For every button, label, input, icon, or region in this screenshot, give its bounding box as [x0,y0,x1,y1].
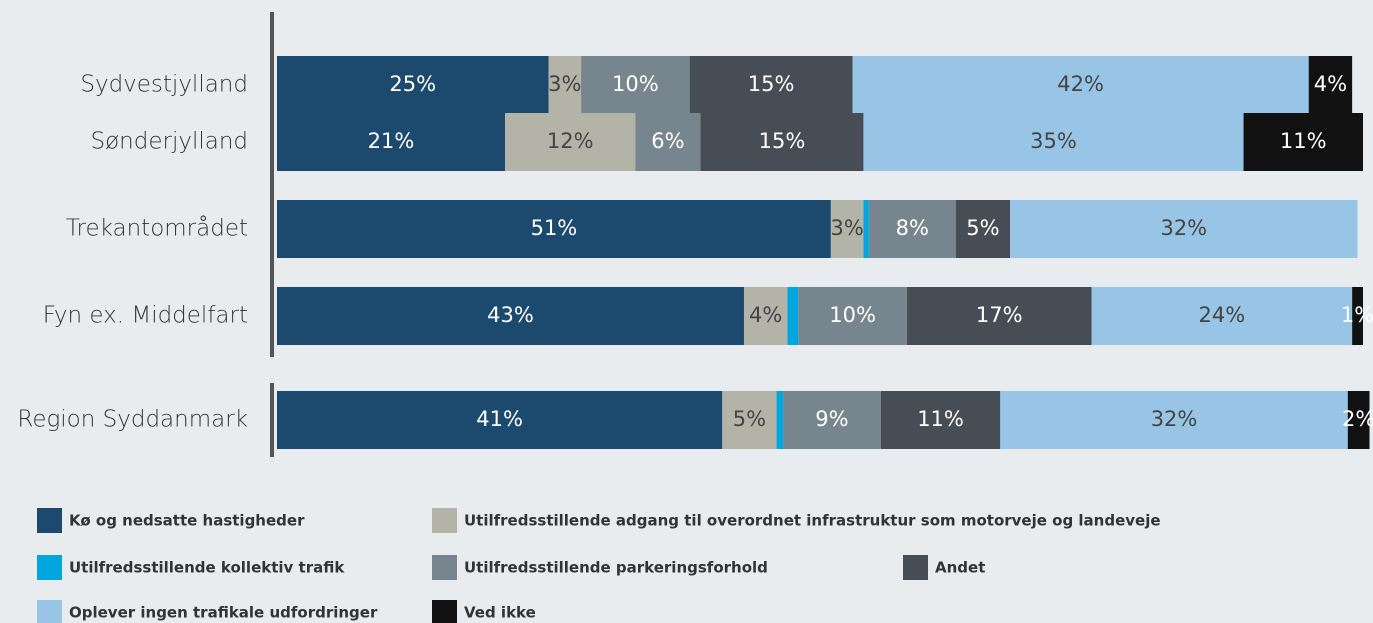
bar-segment [1308,56,1353,114]
bar-segment [863,113,1244,171]
value-label: 15% [759,129,806,153]
value-label: 4% [749,303,782,327]
bar-segment [277,200,831,258]
bar-segment [783,391,881,449]
bar-segment [548,56,582,114]
bar-segment [581,56,690,114]
value-label: 42% [1057,72,1104,96]
value-label: 25% [389,72,436,96]
value-label: 10% [612,72,659,96]
bar-segment [635,113,701,171]
value-label: 32% [1160,216,1207,240]
value-label: 32% [1151,407,1198,431]
legend-label: Utilfredsstillende parkeringsforhold [464,559,768,577]
bar-segment [722,391,777,449]
bar-segment [830,200,864,258]
legend-swatch [432,508,457,533]
legend-label: Ved ikke [464,604,536,622]
bar-segment [277,287,744,345]
value-label: 5% [733,407,766,431]
legend-swatch [37,555,62,580]
legend-label: Andet [935,559,985,577]
bar-segment [1000,391,1348,449]
legend-label: Kø og nedsatte hastigheder [69,512,305,530]
bar-segment [787,287,799,345]
value-label: 1% [1341,303,1373,327]
value-label: 17% [976,303,1023,327]
value-label: 12% [547,129,594,153]
bar-segment [743,287,788,345]
category-label: Sønderjylland [90,129,248,155]
bar-segment [277,391,723,449]
value-label: 11% [1280,129,1327,153]
value-label: 24% [1198,303,1245,327]
category-label: Trekantområdet [66,216,248,242]
bar-segment [1347,391,1370,449]
value-label: 10% [829,303,876,327]
bar-segment [1243,113,1363,171]
bar-segment [700,113,864,171]
value-label: 11% [917,407,964,431]
category-label: Fyn ex. Middelfart [43,303,248,329]
legend-swatch [903,555,928,580]
value-label: 43% [487,303,534,327]
bar-segment [277,56,549,114]
value-label: 8% [896,216,929,240]
category-label: Region Syddanmark [17,407,248,433]
legend-label: Utilfredsstillende kollektiv trafik [69,559,345,577]
bar-segment [880,391,1001,449]
bar-segment [868,200,956,258]
value-label: 5% [966,216,999,240]
value-label: 4% [1314,72,1347,96]
legend-label: Oplever ingen trafikale udfordringer [69,604,378,622]
bar-segment [1010,200,1358,258]
value-label: 35% [1030,129,1077,153]
legend-swatch [37,508,62,533]
value-label: 41% [476,407,523,431]
category-label: Sydvestjylland [80,72,248,98]
legend-swatch [432,555,457,580]
value-label: 3% [830,216,863,240]
value-label: 2% [1342,407,1373,431]
legend-swatch [432,600,457,623]
bar-segment [1352,287,1363,345]
bar-segment [505,113,636,171]
value-label: 3% [548,72,581,96]
legend-label: Utilfredsstillende adgang til overordnet… [464,512,1161,530]
bar-segment [906,287,1092,345]
bar-segment [798,287,907,345]
value-label: 15% [748,72,795,96]
bar-segment [863,200,869,258]
bar-segment [689,56,853,114]
bar-segment [955,200,1011,258]
bar-segment [277,113,506,171]
value-label: 51% [531,216,578,240]
bar-segment [1091,287,1353,345]
legend-swatch [37,600,62,623]
value-label: 6% [651,129,684,153]
bar-segment [776,391,784,449]
value-label: 21% [368,129,415,153]
value-label: 9% [815,407,848,431]
bar-segment [852,56,1309,114]
